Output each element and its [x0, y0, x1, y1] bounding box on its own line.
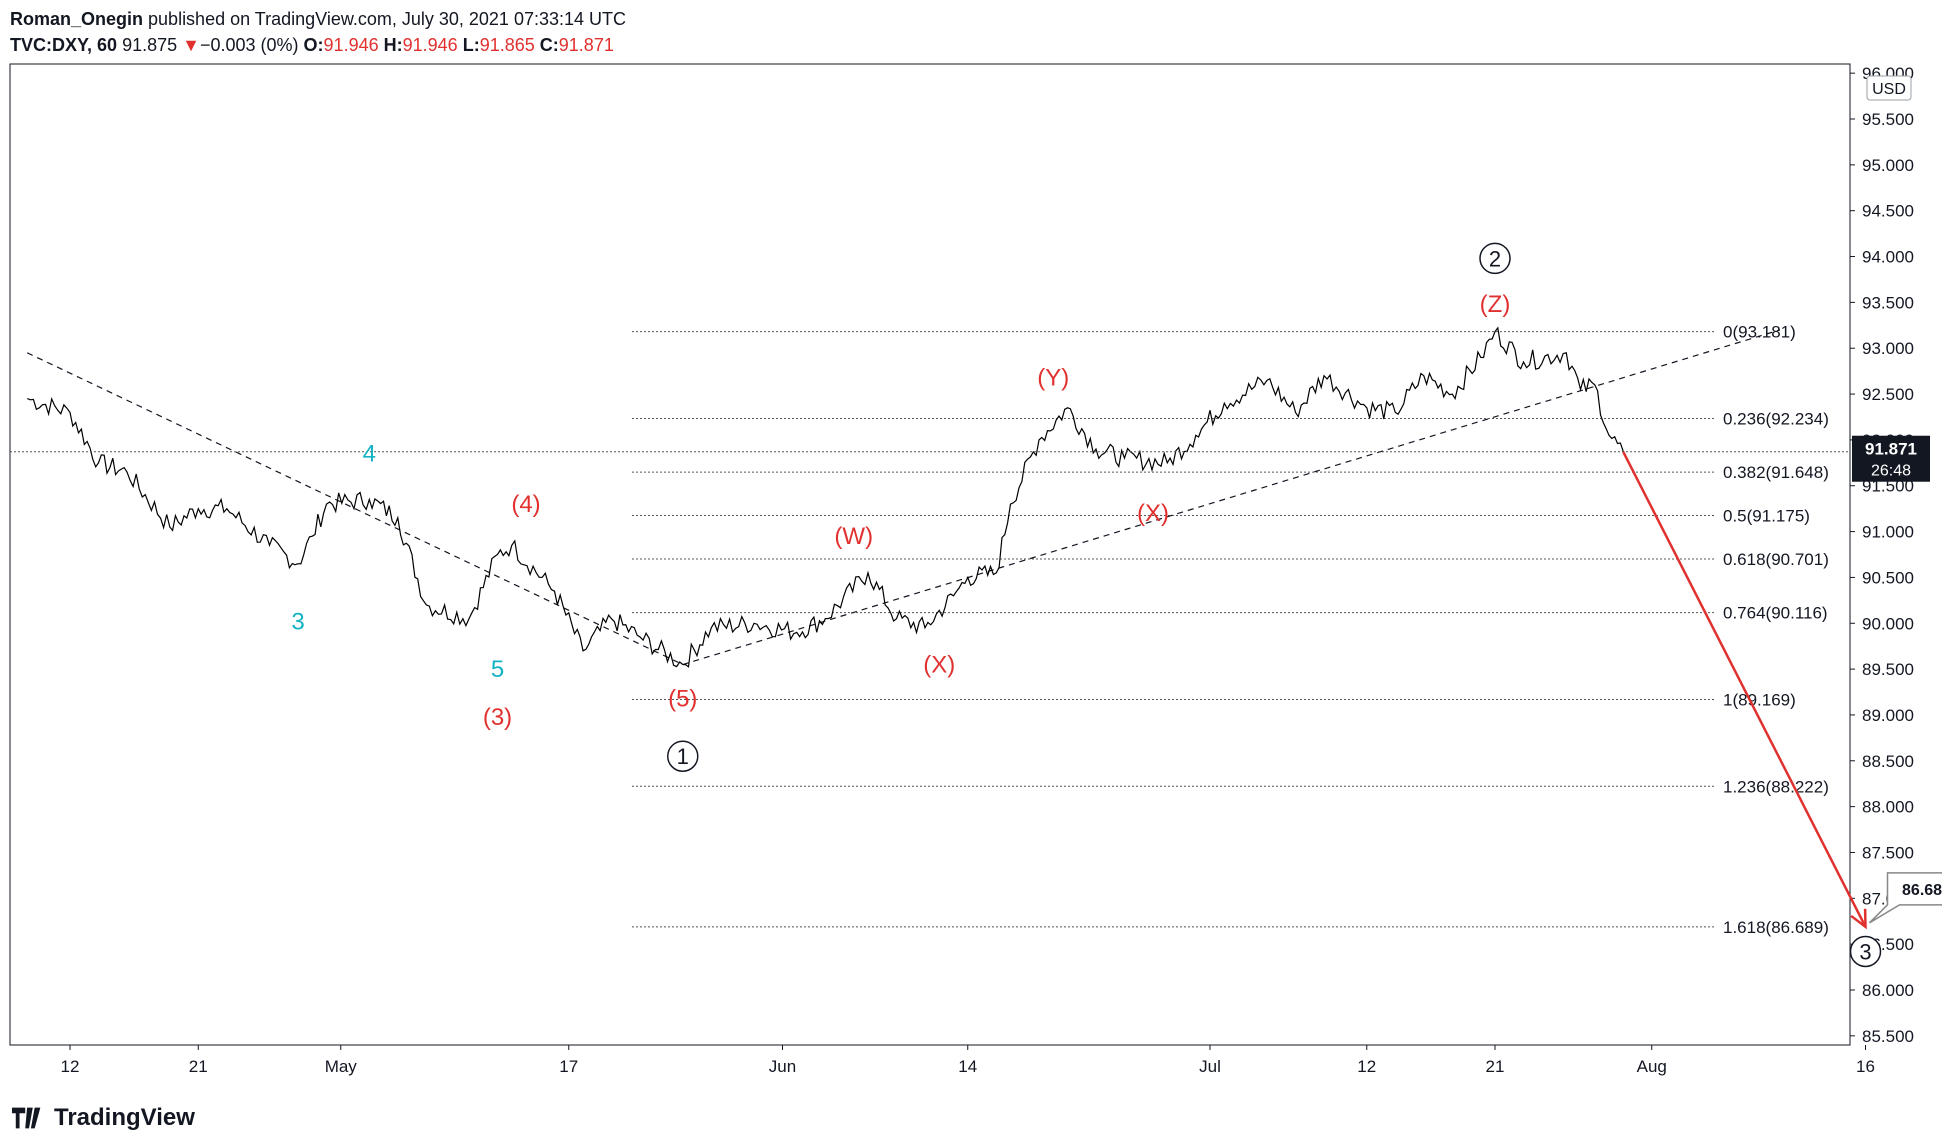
wave-label: 1 [677, 744, 689, 769]
price-series-line [27, 326, 1624, 668]
wave-label: 4 [363, 441, 376, 468]
low-value: 91.865 [479, 35, 535, 55]
high-value: 91.946 [402, 35, 458, 55]
y-tick-label: 89.500 [1862, 660, 1914, 679]
y-tick-label: 89.000 [1862, 706, 1914, 725]
y-tick-label: 90.500 [1862, 568, 1914, 587]
close-value: 91.871 [558, 35, 614, 55]
wave-label: (3) [483, 704, 512, 731]
wave-label: (5) [668, 685, 697, 712]
last-price: 91.875 [122, 35, 178, 55]
x-tick-label: 12 [61, 1057, 80, 1076]
y-tick-label: 93.500 [1862, 293, 1914, 312]
y-tick-label: 86.000 [1862, 981, 1914, 1000]
open-value: 91.946 [323, 35, 379, 55]
y-tick-label: 91.000 [1862, 523, 1914, 542]
projection-arrowhead [1850, 908, 1867, 930]
y-tick-label: 93.000 [1862, 339, 1914, 358]
x-tick-label: 14 [958, 1057, 977, 1076]
wave-label: (4) [511, 491, 540, 518]
fib-level-label: 0.764(90.116) [1723, 604, 1828, 623]
fib-level-label: 1.236(88.222) [1723, 777, 1829, 796]
projection-arrow-line [1622, 451, 1867, 928]
countdown-label: 26:48 [1871, 463, 1911, 480]
trendline [26, 352, 684, 666]
x-tick-label: 12 [1357, 1057, 1376, 1076]
y-tick-label: 94.000 [1862, 248, 1914, 267]
y-tick-label: 88.000 [1862, 798, 1914, 817]
publish-line: Roman_Onegin published on TradingView.co… [10, 6, 626, 32]
x-tick-label: Jul [1199, 1057, 1221, 1076]
footer-branding: TradingView [12, 1104, 195, 1132]
fib-level-label: 0.236(92.234) [1723, 409, 1829, 428]
currency-label: USD [1872, 81, 1906, 98]
y-tick-label: 87.500 [1862, 843, 1914, 862]
target-callout-box [1868, 872, 1942, 924]
fib-level-label: 0(93.181) [1723, 323, 1796, 342]
wave-label: (Z) [1480, 291, 1511, 318]
publish-info: published on TradingView.com, July 30, 2… [148, 9, 626, 29]
target-callout-label: 86.689 [1902, 882, 1942, 899]
trendline [682, 329, 1781, 666]
chart-header: Roman_Onegin published on TradingView.co… [10, 6, 626, 58]
wave-circle [667, 740, 699, 772]
y-tick-label: 94.500 [1862, 202, 1914, 221]
wave-label: (Y) [1037, 365, 1069, 392]
wave-label: 5 [491, 656, 504, 683]
fib-level-label: 0.5(91.175) [1723, 507, 1810, 526]
y-tick-label: 88.500 [1862, 752, 1914, 771]
fib-level-label: 1(89.169) [1723, 690, 1796, 709]
wave-label: 3 [1859, 939, 1871, 964]
open-label: O: [303, 35, 324, 55]
ohlc-line: TVC:DXY, 60 91.875 ▼−0.003 (0%) O:91.946… [10, 32, 626, 58]
x-tick-label: May [325, 1057, 358, 1076]
x-tick-label: 21 [1486, 1057, 1505, 1076]
wave-circle [1849, 935, 1882, 968]
fib-level-label: 0.382(91.648) [1723, 463, 1829, 482]
wave-label: (W) [834, 523, 873, 550]
y-tick-label: 95.500 [1862, 110, 1914, 129]
fib-level-label: 0.618(90.701) [1723, 550, 1829, 569]
wave-label: 2 [1489, 246, 1501, 271]
y-tick-label: 92.500 [1862, 385, 1914, 404]
y-tick-label: 85.500 [1862, 1027, 1914, 1046]
wave-label: (X) [923, 652, 955, 679]
symbol-label: TVC:DXY, 60 [10, 35, 118, 55]
x-tick-label: 16 [1856, 1057, 1875, 1076]
brand-name[interactable]: TradingView [54, 1104, 195, 1131]
high-label: H: [383, 35, 403, 55]
low-label: L: [462, 35, 480, 55]
author-name[interactable]: Roman_Onegin [10, 9, 144, 29]
x-tick-label: 21 [189, 1057, 208, 1076]
wave-circle [1479, 242, 1511, 275]
tradingview-logo-icon [12, 1107, 41, 1129]
wave-label: (X) [1137, 500, 1169, 527]
wave-label: 3 [291, 608, 304, 635]
x-tick-label: Aug [1637, 1057, 1667, 1076]
fib-level-label: 1.618(86.689) [1723, 918, 1829, 937]
price-change: −0.003 (0%) [199, 35, 299, 55]
close-label: C: [539, 35, 559, 55]
x-tick-label: Jun [769, 1057, 796, 1076]
current-price-label: 91.871 [1865, 440, 1917, 459]
y-tick-label: 90.000 [1862, 614, 1914, 633]
down-arrow-icon: ▼ [182, 35, 200, 55]
current-price-badge [1852, 435, 1930, 482]
y-tick-label: 95.000 [1862, 156, 1914, 175]
chart-area: 96.00095.50095.00094.50094.00093.50093.0… [9, 63, 1942, 1076]
x-tick-label: 17 [559, 1057, 578, 1076]
currency-box [1866, 75, 1912, 101]
